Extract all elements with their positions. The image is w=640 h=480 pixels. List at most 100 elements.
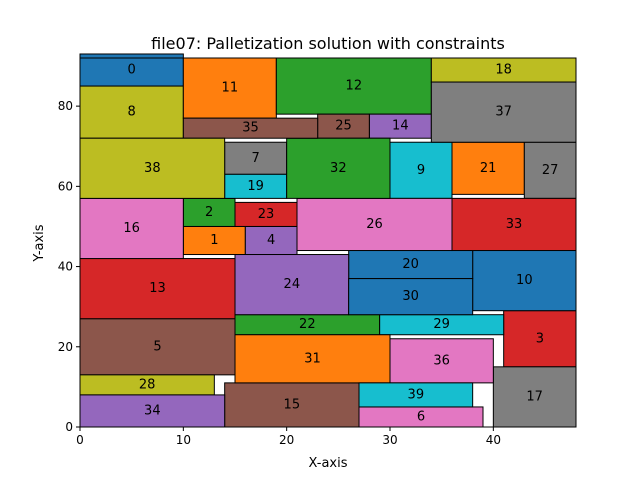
box-33: 33 (451, 197, 577, 252)
box-4-label: 4 (267, 233, 275, 248)
box-11: 11 (182, 57, 277, 119)
box-11-label: 11 (222, 81, 239, 96)
box-25-label: 25 (335, 119, 352, 134)
box-10: 10 (472, 250, 577, 312)
box-27: 27 (523, 141, 577, 199)
box-19-label: 19 (247, 179, 264, 194)
box-15-label: 15 (284, 397, 301, 412)
box-32-rect (286, 137, 391, 199)
box-24-rect (234, 254, 350, 316)
box-35-rect (182, 117, 319, 139)
box-18: 18 (430, 57, 577, 83)
box-1-rect (182, 225, 246, 256)
box-29: 29 (379, 314, 505, 336)
y-tick-label: 60 (58, 179, 73, 193)
box-33-rect (451, 197, 577, 252)
box-2-label: 2 (205, 205, 213, 220)
box-2: 2 (182, 197, 236, 227)
box-15-rect (224, 382, 360, 428)
box-23: 23 (234, 201, 298, 227)
box-14: 14 (368, 113, 432, 139)
box-6-label: 6 (417, 409, 425, 424)
box-18-label: 18 (495, 63, 512, 78)
y-axis-ticks: 0 20 40 60 80 (58, 99, 80, 434)
box-20-rect (348, 250, 474, 280)
box-39-label: 39 (408, 387, 425, 402)
box-21-label: 21 (480, 161, 497, 176)
y-tick-label: 40 (58, 260, 73, 274)
box-28: 28 (79, 374, 215, 396)
box-36-rect (389, 338, 494, 384)
box-7-label: 7 (252, 151, 260, 166)
box-13: 13 (79, 258, 236, 320)
box-12-rect (275, 57, 432, 115)
box-24-label: 24 (284, 277, 301, 292)
box-35: 35 (182, 117, 319, 139)
box-30-label: 30 (402, 289, 419, 304)
box-1: 1 (182, 225, 246, 256)
box-1-label: 1 (210, 233, 218, 248)
y-axis-label: Y-axis (32, 224, 47, 262)
box-10-label: 10 (516, 273, 533, 288)
box-24: 24 (234, 254, 350, 316)
box-26: 26 (296, 197, 453, 252)
box-12-label: 12 (346, 79, 363, 94)
box-20: 20 (348, 250, 474, 280)
box-28-label: 28 (139, 377, 156, 392)
box-5: 5 (79, 318, 236, 376)
box-32: 32 (286, 137, 391, 199)
box-12: 12 (275, 57, 432, 115)
box-17-label: 17 (526, 389, 543, 404)
box-5-label: 5 (153, 339, 161, 354)
box-23-label: 23 (258, 207, 275, 222)
box-17-rect (492, 366, 577, 428)
box-37-rect (430, 81, 577, 143)
box-15: 15 (224, 382, 360, 428)
y-tick-label: 20 (58, 340, 73, 354)
box-21: 21 (451, 141, 525, 195)
chart-title: file07: Palletization solution with cons… (151, 34, 505, 53)
box-4: 4 (244, 225, 298, 256)
box-3-rect (503, 310, 577, 368)
box-0: 0 (79, 53, 184, 87)
box-16: 16 (79, 197, 184, 260)
box-3: 3 (503, 310, 577, 368)
box-16-label: 16 (123, 221, 140, 236)
box-22-label: 22 (299, 317, 316, 332)
box-39: 39 (358, 382, 474, 408)
box-39-rect (358, 382, 474, 408)
box-3-label: 3 (536, 331, 544, 346)
box-19: 19 (224, 173, 288, 199)
box-32-label: 32 (330, 161, 347, 176)
box-25: 25 (317, 113, 370, 139)
box-30-rect (348, 278, 474, 316)
box-34: 34 (79, 394, 226, 428)
box-20-label: 20 (402, 257, 419, 272)
box-22: 22 (234, 314, 381, 336)
box-5-rect (79, 318, 236, 376)
box-9-label: 9 (417, 163, 425, 178)
box-35-label: 35 (242, 121, 259, 136)
x-tick-label: 20 (279, 433, 294, 447)
x-axis-label: X-axis (309, 456, 348, 471)
box-14-label: 14 (392, 119, 409, 134)
box-27-label: 27 (542, 163, 559, 178)
box-7: 7 (224, 141, 288, 175)
box-0-label: 0 (128, 63, 136, 78)
box-27-rect (523, 141, 577, 199)
box-8-label: 8 (128, 105, 136, 120)
box-9: 9 (389, 141, 453, 199)
box-13-label: 13 (149, 281, 166, 296)
box-26-label: 26 (366, 217, 383, 232)
box-31: 31 (234, 334, 391, 384)
box-30: 30 (348, 278, 474, 316)
box-29-label: 29 (433, 317, 450, 332)
box-36-label: 36 (433, 353, 450, 368)
box-34-label: 34 (144, 403, 161, 418)
box-18-rect (430, 57, 577, 83)
box-16-rect (79, 197, 184, 260)
box-37: 37 (430, 81, 577, 143)
box-0-rect (79, 53, 184, 87)
x-tick-label: 40 (486, 433, 501, 447)
